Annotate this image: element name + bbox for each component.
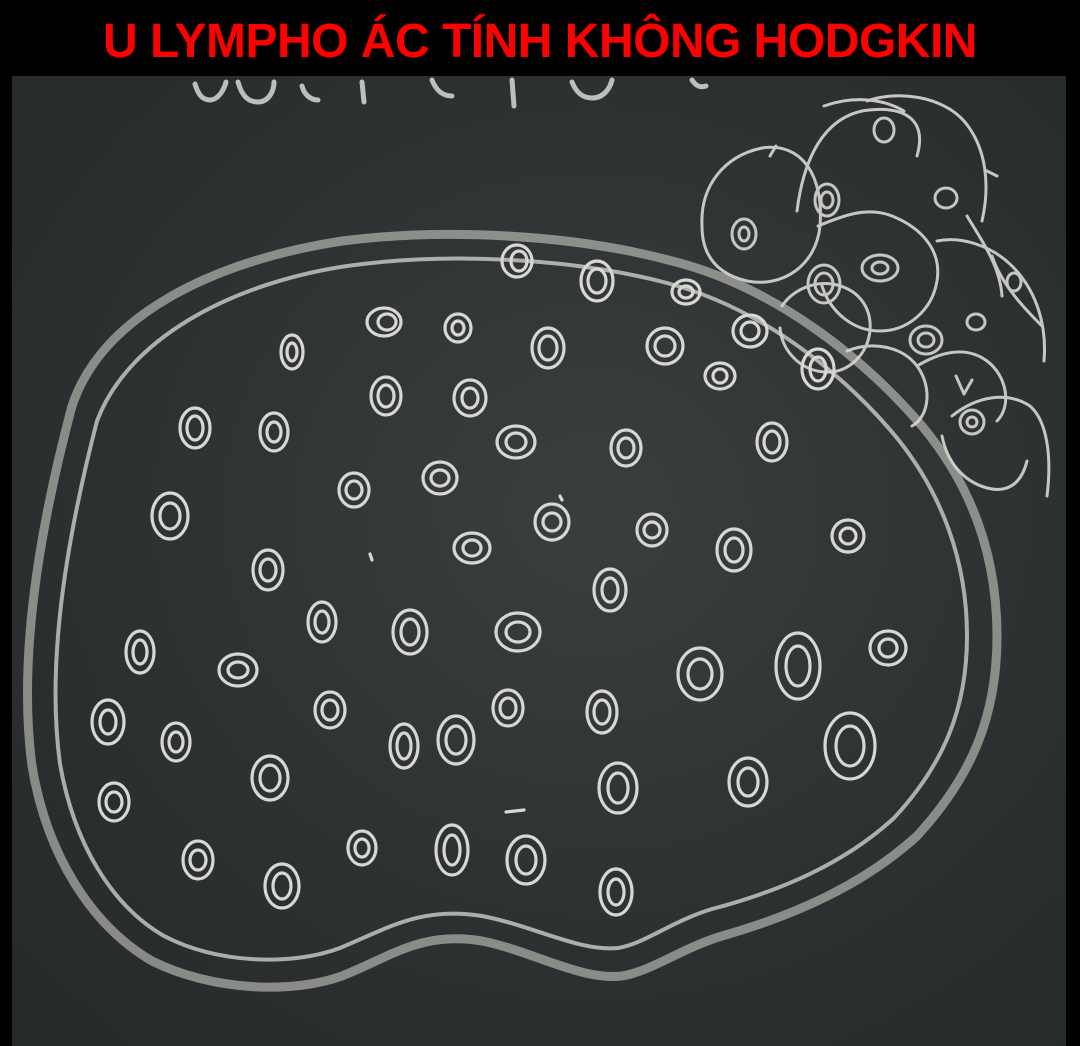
tissue-cell	[965, 312, 987, 332]
cell	[178, 406, 212, 450]
infiltrated-tissue	[700, 94, 1051, 498]
cell	[530, 326, 566, 370]
cell	[703, 361, 737, 391]
cell	[830, 518, 866, 554]
cell	[727, 756, 769, 808]
cell	[346, 829, 378, 867]
cell	[676, 646, 724, 702]
cell	[388, 722, 420, 770]
cell	[313, 690, 347, 730]
chalk-dot	[504, 808, 526, 814]
cell	[90, 698, 126, 746]
cell	[868, 629, 908, 667]
cell	[670, 278, 702, 306]
tissue-mark	[768, 144, 778, 158]
cell	[436, 714, 476, 766]
cell	[434, 823, 470, 877]
cell	[369, 375, 403, 417]
lymphoma-cells	[90, 243, 908, 917]
tissue-mark	[954, 374, 974, 396]
chalk-dot	[368, 552, 374, 562]
page-title: U LYMPHO ÁC TÍNH KHÔNG HODGKIN	[103, 14, 977, 68]
cell	[150, 491, 190, 541]
cell	[181, 839, 215, 881]
chalk-drawing	[23, 77, 1051, 992]
cell	[97, 781, 131, 823]
cell	[124, 629, 156, 675]
tissue-cell	[908, 324, 944, 356]
cell	[495, 424, 537, 460]
cell	[731, 313, 769, 349]
cell	[598, 867, 634, 917]
cell	[251, 548, 285, 592]
cell	[263, 862, 301, 910]
tissue-cell	[933, 186, 959, 210]
cell	[609, 428, 643, 468]
cell	[505, 834, 547, 886]
cell	[279, 333, 305, 371]
cell	[452, 378, 488, 418]
chalkboard	[12, 76, 1066, 1046]
cell	[365, 306, 403, 338]
tissue-cell	[958, 408, 986, 436]
cell	[306, 600, 338, 644]
tissue-cell	[872, 116, 896, 144]
tissue-cell	[806, 263, 842, 305]
erased-writing	[192, 77, 709, 109]
cell	[494, 611, 542, 653]
cell	[217, 652, 259, 688]
cell	[579, 259, 615, 303]
tissue-cell	[860, 253, 900, 283]
cell	[258, 411, 290, 453]
cell	[645, 326, 685, 366]
cell	[585, 689, 619, 735]
tissue-cell	[1005, 271, 1023, 293]
cell	[443, 312, 473, 344]
cell	[533, 502, 571, 542]
tissue-cell	[730, 217, 758, 251]
cell	[635, 512, 669, 548]
chalk-dot	[558, 494, 564, 502]
cell	[452, 531, 492, 565]
cell	[774, 631, 822, 701]
cell	[421, 460, 459, 496]
cell	[500, 243, 534, 279]
cell	[337, 471, 371, 509]
lymph-node-capsule	[23, 229, 1002, 992]
tissue-cell	[813, 182, 841, 218]
cell	[160, 721, 192, 763]
cell	[391, 608, 429, 656]
cell	[491, 688, 525, 728]
cell	[597, 761, 639, 815]
cell	[250, 754, 290, 802]
cell	[592, 567, 628, 613]
cell	[755, 421, 789, 463]
cell	[715, 527, 753, 573]
lymph-node-capsule-inner	[53, 256, 969, 962]
cell	[823, 711, 877, 781]
